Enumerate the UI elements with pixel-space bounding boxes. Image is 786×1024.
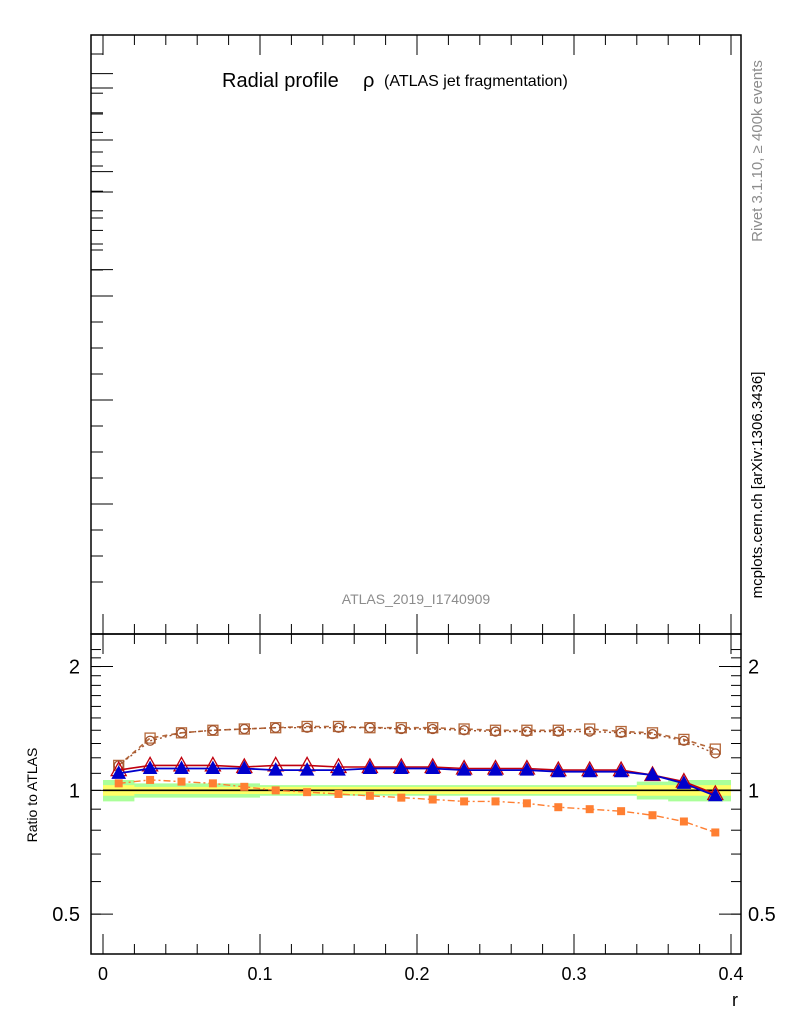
series-1-point: [364, 722, 376, 733]
series-1-point: [396, 723, 407, 735]
series-0-point: [709, 743, 721, 755]
title-paren: (ATLAS jet fragmentation): [384, 73, 568, 90]
series-4-point: [271, 786, 280, 795]
series-1-point: [553, 726, 564, 737]
series-4-point: [460, 797, 469, 806]
series-4-point: [146, 775, 155, 784]
series-1-point: [270, 722, 281, 733]
series-4-point: [208, 779, 217, 788]
series-0-point: [615, 725, 627, 738]
series-4-point: [397, 793, 406, 802]
series-3-point: [550, 763, 566, 778]
y-tick-label-right: 2: [748, 657, 759, 679]
main-plot-frame: [90, 34, 742, 635]
y-tick-label-left: 2: [69, 657, 80, 679]
ratio-plot: 0 0.1 0.2 0.3 0.4 0.5 0.5 1 1 2 2: [52, 634, 776, 984]
series-1-point: [207, 725, 219, 736]
series-1-line: [118, 727, 716, 766]
watermark: ATLAS_2019_I1740909: [342, 591, 491, 607]
series-3-point: [268, 762, 284, 776]
title-main: Radial profile: [222, 70, 339, 92]
x-axis-label: r: [732, 990, 738, 1010]
series-1-point: [647, 728, 658, 740]
series-1-point: [678, 735, 690, 746]
series-1-point: [584, 726, 595, 737]
series-0-point: [395, 722, 407, 734]
series-4-point: [177, 777, 186, 786]
series-3-point: [613, 763, 629, 778]
y-tick-label-right: 0.5: [748, 904, 776, 926]
series-3-point: [142, 760, 158, 775]
x-tick-label: 0.3: [561, 964, 586, 984]
series-1-point: [176, 727, 187, 738]
series-1-point: [615, 727, 627, 738]
y-tick-label-left: 1: [69, 780, 80, 802]
series-3-point: [707, 787, 723, 802]
series-1-point: [521, 726, 533, 737]
y-tick-label-right: 1: [748, 780, 759, 802]
series-3-line: [118, 767, 716, 797]
series-3-point: [488, 762, 503, 776]
series-0-point: [584, 723, 596, 735]
ratio-plot-frame: [90, 633, 742, 955]
series-4-point: [585, 805, 594, 814]
series-1-point: [490, 726, 501, 737]
series-3-point: [174, 760, 189, 775]
series-1-point: [710, 748, 721, 759]
series-3-point: [676, 775, 692, 789]
series-0-point: [489, 724, 502, 736]
series-4-line: [118, 779, 716, 834]
series-3-point: [331, 762, 346, 776]
x-tick-label: 0.2: [404, 964, 429, 984]
series-3-point: [111, 765, 127, 779]
series-4-point: [334, 789, 343, 798]
x-tick-label: 0.4: [718, 964, 743, 984]
series-3-point: [205, 760, 221, 775]
series-0-point: [332, 720, 345, 733]
series-3-point: [299, 762, 315, 776]
series-0-point: [458, 723, 470, 735]
series-1-point: [144, 735, 156, 746]
series-3-point: [236, 760, 252, 775]
x-tick-label: 0.1: [247, 964, 272, 984]
series-3-point: [425, 760, 441, 775]
series-3-point: [645, 766, 660, 781]
series-4-point: [428, 795, 437, 804]
series-4-point: [303, 788, 312, 797]
series-0-point: [301, 720, 313, 733]
series-3-point: [456, 762, 472, 776]
series-1-point: [239, 723, 250, 735]
series-3-point: [582, 763, 598, 778]
series-3-point: [519, 762, 535, 776]
series-3-point: [393, 760, 409, 775]
series-4-point: [617, 807, 626, 816]
y-axis-label: Ratio to ATLAS: [24, 748, 40, 843]
mcplots-info: mcplots.cern.ch [arXiv:1306.3436]: [749, 372, 766, 599]
series-4-point: [114, 779, 123, 788]
series-0-point: [646, 727, 659, 739]
series-4-point: [679, 817, 688, 826]
series-0-point: [144, 732, 156, 744]
series-0-point: [521, 724, 533, 736]
x-tick-label: 0: [98, 964, 108, 984]
series-1-point: [333, 722, 344, 733]
series-1-point: [458, 725, 470, 736]
main-plot-ticks: [91, 35, 732, 634]
rivet-info: Rivet 3.1.10, ≥ 400k events: [749, 60, 766, 242]
series-4-point: [711, 828, 720, 837]
title-symbol: ρ: [363, 70, 374, 92]
series-4-point: [522, 799, 531, 808]
series-0-point: [552, 724, 564, 736]
y-tick-label-left: 0.5: [52, 904, 80, 926]
series-3-point: [362, 760, 378, 775]
series-0-point: [427, 722, 439, 734]
series-4-point: [365, 791, 374, 800]
series-4-point: [491, 797, 500, 806]
series-4-point: [554, 803, 563, 812]
series-4-point: [240, 782, 249, 791]
series-1-point: [301, 722, 313, 733]
series-1-point: [427, 723, 438, 735]
series-4-point: [648, 811, 657, 820]
